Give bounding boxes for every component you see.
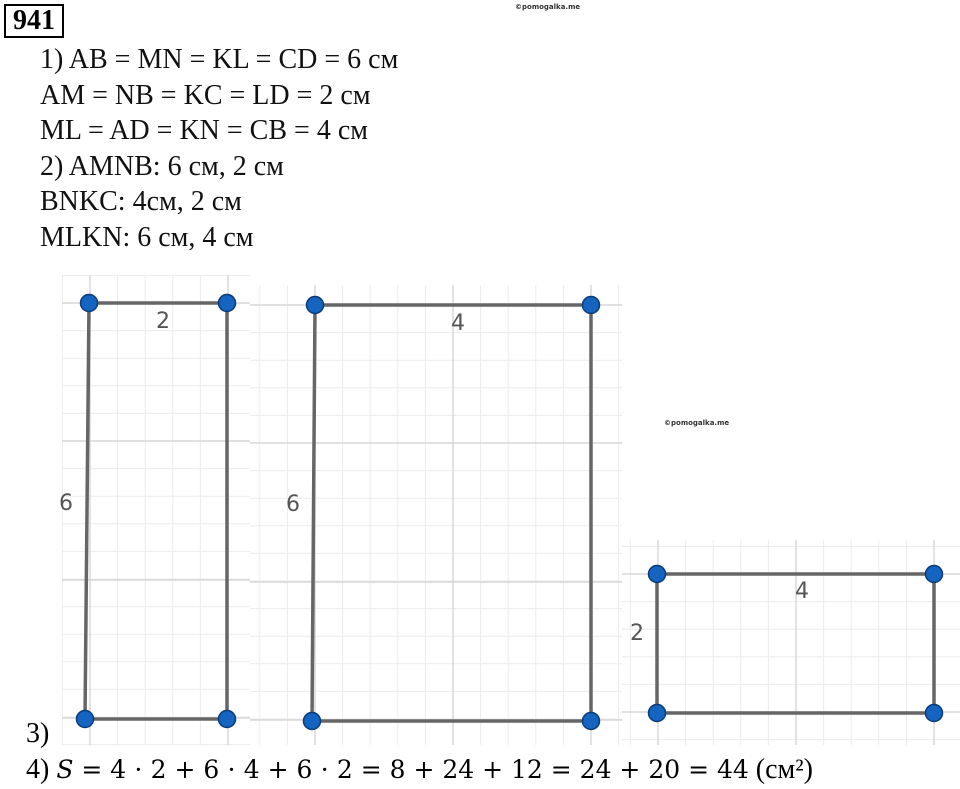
vertex <box>217 293 237 313</box>
text-line: 2) AMNB: 6 см, 2 см <box>40 151 284 182</box>
formula-expression: = 4 ⋅ 2 + 6 ⋅ 4 + 6 ⋅ 2 = 8 + 24 + 12 = … <box>73 755 749 784</box>
watermark: ©pomogalka.me <box>664 419 730 427</box>
problem-number: 941 <box>4 4 64 38</box>
vertex <box>581 295 601 315</box>
vertex <box>302 711 322 731</box>
text-line: 1) AB = MN = KL = CD = 6 см <box>40 44 399 75</box>
text-line: BNKC: 4см, 2 см <box>40 186 242 217</box>
vertex <box>924 564 944 584</box>
side-label: 6 <box>286 492 300 517</box>
side-label: 4 <box>451 311 465 336</box>
vertex <box>924 703 944 723</box>
formula: 4) S = 4 ⋅ 2 + 6 ⋅ 4 + 6 ⋅ 2 = 8 + 24 + … <box>26 754 813 786</box>
side-label: 2 <box>156 309 170 334</box>
text-line: MLKN: 6 см, 4 см <box>40 222 254 253</box>
formula-label: 4) <box>26 754 50 785</box>
step-label: 3) <box>26 718 50 749</box>
rectangle <box>83 301 229 721</box>
side-label: 4 <box>795 579 809 604</box>
formula-variable: S <box>56 755 74 784</box>
text-line: ML = AD = KN = CB = 4 см <box>40 115 368 146</box>
vertex <box>217 709 237 729</box>
watermark: ©pomogalka.me <box>515 3 581 11</box>
vertex <box>647 703 667 723</box>
rectangle <box>310 303 593 723</box>
vertex <box>647 564 667 584</box>
text-line: AM = NB = KC = LD = 2 см <box>40 80 371 111</box>
vertex <box>581 711 601 731</box>
side-label: 2 <box>630 621 644 646</box>
vertex <box>75 709 95 729</box>
vertex <box>79 293 99 313</box>
side-label: 6 <box>59 491 73 516</box>
formula-unit: (см²) <box>755 754 813 785</box>
vertex <box>305 295 325 315</box>
